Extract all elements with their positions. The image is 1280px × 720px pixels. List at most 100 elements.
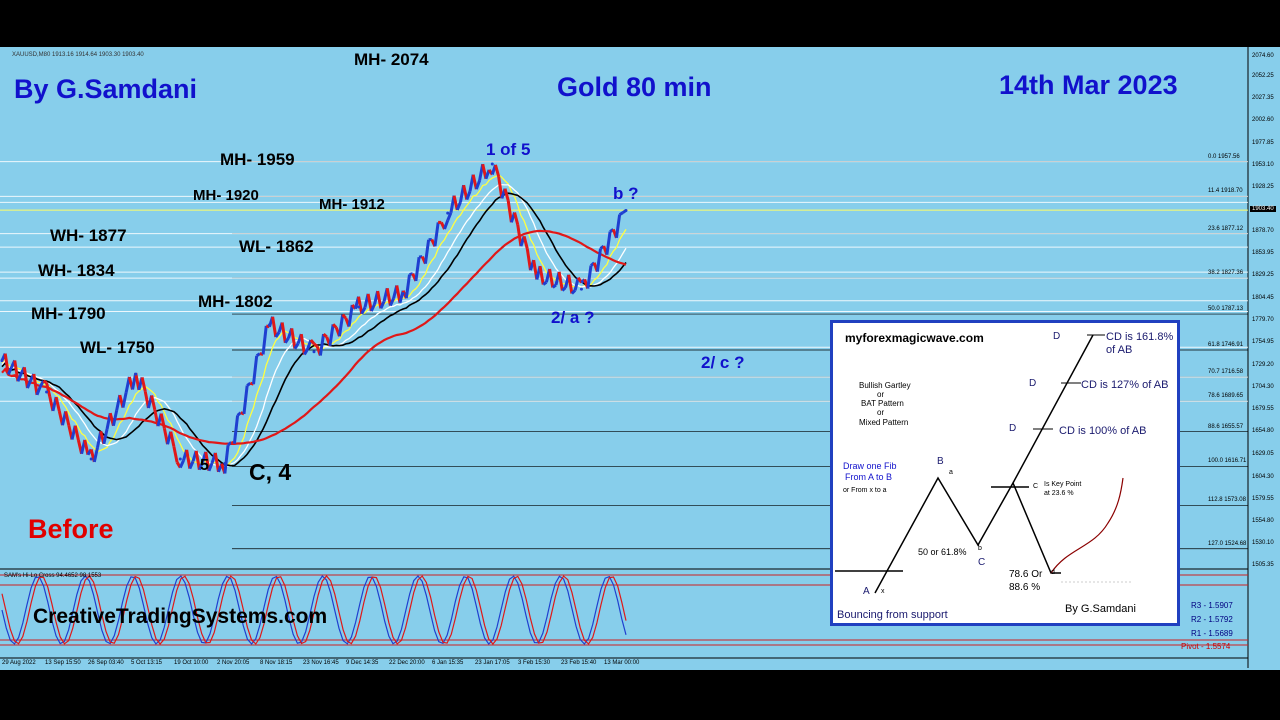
price-tick: 1804.45 (1252, 294, 1274, 301)
price-point (535, 274, 539, 278)
price-segment (159, 413, 166, 429)
date-tick: 3 Feb 15:30 (518, 660, 551, 666)
point-x: x (881, 588, 885, 595)
price-segment (3, 353, 10, 375)
wave-2c: 2/ c ? (701, 353, 745, 372)
price-tick: 1779.70 (1252, 316, 1274, 323)
price-segment (561, 286, 567, 292)
price-tick: 1530.10 (1252, 539, 1274, 546)
date-tick: 9 Dec 14:35 (346, 660, 379, 666)
price-segment (337, 314, 345, 337)
level-wl1862: WL- 1862 (239, 237, 314, 256)
price-tick: 1704.30 (1252, 384, 1274, 391)
point-C: C (978, 557, 986, 568)
price-segment (299, 333, 306, 355)
price-segment (385, 287, 392, 306)
price-segment (6, 366, 13, 376)
wave-b: b ? (613, 184, 639, 203)
price-segment (557, 271, 564, 291)
level-mh2074: MH- 2074 (354, 50, 429, 69)
pattern-or-1: or (877, 390, 885, 399)
price-segment (525, 248, 532, 271)
price-segment (366, 293, 373, 312)
price-segment (35, 386, 42, 396)
price-tick: 2002.60 (1252, 117, 1274, 124)
price-segment (274, 331, 281, 338)
oscillator-line-slow (1, 575, 627, 645)
price-tick: 1604.30 (1252, 473, 1274, 480)
date-tick: 8 Nov 18:15 (260, 660, 293, 666)
price-segment (255, 352, 261, 357)
price-point (624, 208, 628, 212)
price-segment (347, 304, 354, 327)
point-D-127: D (1029, 378, 1037, 389)
price-segment (548, 268, 555, 288)
price-segment (506, 200, 513, 223)
price-tick: 1579.55 (1252, 495, 1274, 502)
price-tick: 1654.80 (1252, 428, 1274, 435)
pivot-r2: R2 - 1.5792 (1191, 615, 1233, 624)
price-segment (92, 447, 99, 463)
price-segment (443, 219, 450, 230)
price-segment (570, 289, 577, 295)
price-segment (169, 431, 176, 447)
price-segment (22, 367, 29, 389)
price-segment (32, 373, 39, 396)
price-segment (45, 382, 52, 397)
price-segment (376, 290, 383, 309)
price-tick: 1953.10 (1252, 161, 1274, 168)
price-segment (423, 239, 431, 264)
date-tick: 23 Jan 17:05 (475, 660, 510, 666)
point-A: A (863, 586, 870, 597)
draw-fib-label: Draw one Fib (843, 461, 897, 471)
fib-level-label: 11.4 1918.70 (1208, 188, 1243, 195)
price-segment (284, 337, 290, 344)
pattern-author: By G.Samdani (1065, 603, 1136, 615)
price-segment (614, 214, 622, 239)
pattern-or-2: or (877, 408, 885, 417)
level-mh1920: MH- 1920 (193, 187, 259, 204)
price-segment (551, 283, 557, 289)
pattern-type-2: BAT Pattern (861, 399, 904, 408)
price-segment (26, 379, 33, 389)
price-segment (605, 231, 612, 255)
date-tick: 29 Aug 2022 (2, 660, 36, 666)
price-point (89, 457, 93, 461)
price-segment (513, 212, 520, 226)
point-a: a (949, 469, 953, 476)
level-wh1877: WH- 1877 (50, 226, 127, 245)
price-segment (389, 297, 395, 307)
from-xa-label: or From x to a (843, 487, 887, 494)
pattern-site: myforexmagicwave.com (845, 331, 984, 345)
price-tick: 1629.05 (1252, 451, 1274, 458)
price-point (0, 359, 4, 363)
price-segment (271, 316, 278, 338)
from-ab-label: From A to B (845, 472, 893, 482)
price-tick: 2074.60 (1252, 53, 1274, 59)
price-segment (414, 256, 421, 282)
price-segment (261, 325, 268, 355)
price-segment (328, 324, 335, 347)
price-segment (474, 180, 481, 190)
price-segment (313, 342, 319, 348)
price-segment (433, 222, 440, 247)
fib-level-label: 0.0 1957.56 (1208, 153, 1240, 160)
price-segment (172, 446, 179, 463)
pattern-type-3: Mixed Pattern (859, 418, 909, 427)
before-label: Before (28, 514, 114, 544)
fib-level-label: 61.8 1746.91 (1208, 342, 1244, 348)
price-segment (236, 411, 242, 417)
price-segment (573, 277, 580, 291)
price-segment (121, 391, 128, 408)
point-B: B (937, 456, 944, 467)
fib-level-label: 38.2 1827.36 (1208, 270, 1244, 277)
price-segment (357, 296, 364, 315)
price-segment (252, 355, 259, 385)
point-D-100: D (1009, 423, 1017, 434)
price-point (45, 390, 49, 394)
date-title: 14th Mar 2023 (999, 70, 1178, 100)
retracement-label: 50 or 61.8% (918, 547, 967, 557)
fib-level-label: 88.6 1655.57 (1208, 423, 1244, 430)
price-segment (280, 322, 287, 344)
